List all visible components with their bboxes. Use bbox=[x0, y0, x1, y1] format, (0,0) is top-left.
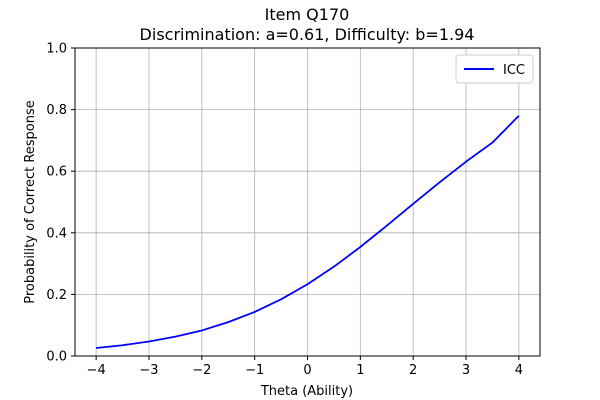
x-tick-label: −1 bbox=[245, 363, 264, 378]
axis-ticks: −4 −3 −2 −1 0 1 2 3 4 0.0 0.2 0.4 0.6 0.8 1.0 bbox=[46, 42, 523, 379]
chart-subtitle: Discrimination: a=0.61, Difficulty: b=1.… bbox=[140, 25, 475, 44]
y-tick-label: 0.8 bbox=[46, 103, 67, 118]
series-line-icc bbox=[96, 115, 520, 349]
chart-title: Item Q170 bbox=[265, 5, 350, 24]
x-tick-label: 1 bbox=[356, 363, 364, 378]
legend-box bbox=[455, 54, 534, 84]
legend-label-icc: ICC bbox=[503, 63, 525, 78]
x-tick-label: −2 bbox=[192, 363, 211, 378]
series-layer bbox=[96, 115, 520, 349]
y-tick-label: 0.0 bbox=[46, 350, 67, 365]
y-tick-label: 1.0 bbox=[46, 42, 67, 57]
grid bbox=[75, 47, 540, 357]
x-tick-label: 3 bbox=[462, 363, 470, 378]
x-tick-label: 0 bbox=[303, 363, 311, 378]
y-axis-label: Probability of Correct Response bbox=[23, 100, 38, 304]
x-tick-label: 4 bbox=[515, 363, 523, 378]
x-tick-label: −4 bbox=[87, 363, 106, 378]
x-tick-label: 2 bbox=[409, 363, 417, 378]
legend: ICC bbox=[455, 54, 534, 84]
y-tick-label: 0.2 bbox=[46, 288, 67, 303]
x-tick-label: −3 bbox=[139, 363, 158, 378]
x-axis-label: Theta (Ability) bbox=[260, 384, 353, 399]
y-tick-label: 0.4 bbox=[46, 226, 67, 241]
y-tick-label: 0.6 bbox=[46, 165, 67, 180]
